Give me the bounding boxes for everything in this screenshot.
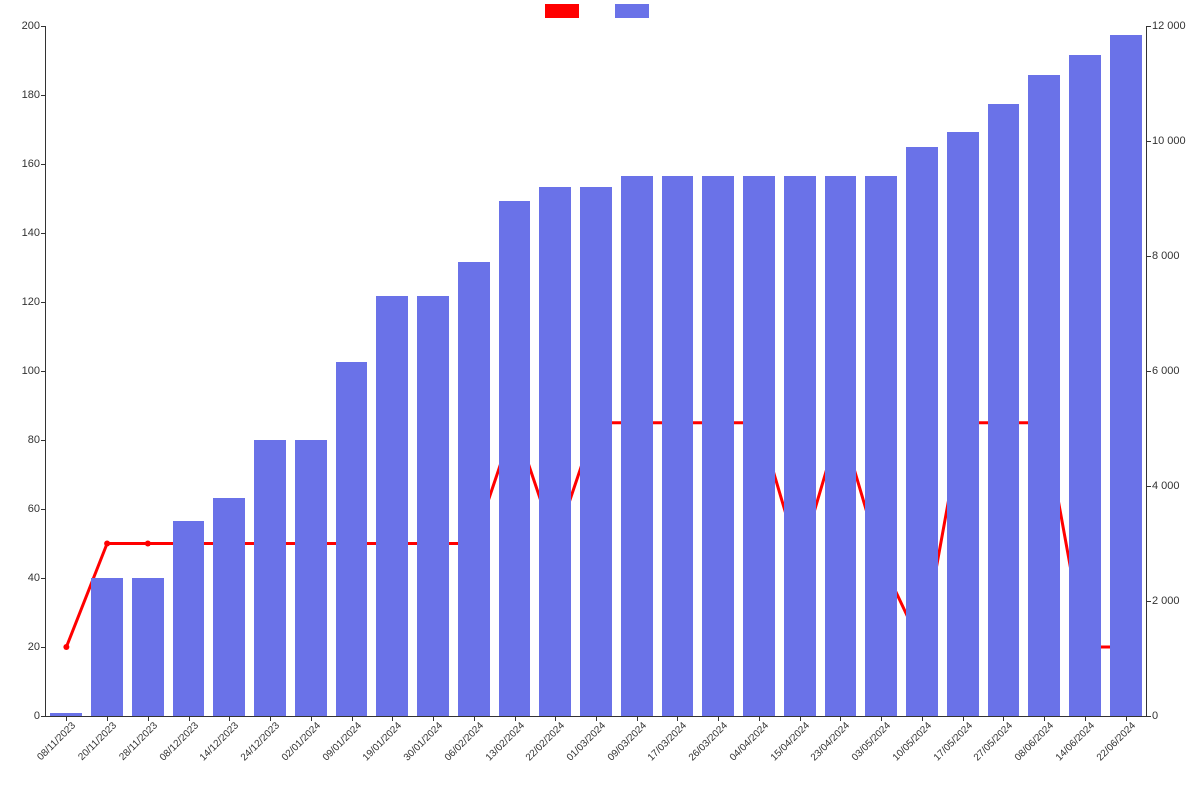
x-tick: 01/03/2024 [561,716,608,763]
x-tick: 26/03/2024 [683,716,730,763]
bar [213,498,245,717]
combo-chart: 02040608010012014016018020002 0004 0006 … [0,0,1200,800]
x-tick: 08/06/2024 [1009,716,1056,763]
x-tick: 27/05/2024 [968,716,1015,763]
bar [580,187,612,716]
y-right-tick: 2 000 [1146,595,1180,607]
bar [947,132,979,716]
bar [295,440,327,716]
bar [417,296,449,716]
bar [458,262,490,716]
bar [499,201,531,716]
y-right-tick: 8 000 [1146,250,1180,262]
bar [825,176,857,717]
x-tick: 03/05/2024 [846,716,893,763]
legend-item-bar [615,4,655,18]
x-tick: 08/11/2023 [31,716,78,763]
x-tick: 23/04/2024 [805,716,852,763]
bar [132,578,164,716]
x-tick: 04/04/2024 [724,716,771,763]
x-tick: 20/11/2023 [72,716,119,763]
bar [865,176,897,717]
bar [173,521,205,717]
y-right-tick: 6 000 [1146,365,1180,377]
x-tick: 17/05/2024 [927,716,974,763]
x-tick: 09/01/2024 [316,716,363,763]
bar [254,440,286,716]
x-tick: 14/12/2023 [194,716,241,763]
y-right-tick: 12 000 [1146,20,1186,32]
bar [743,176,775,717]
y-right-tick: 4 000 [1146,480,1180,492]
x-tick: 17/03/2024 [642,716,689,763]
y-right-tick: 10 000 [1146,135,1186,147]
legend-item-line [545,4,585,18]
x-tick: 19/01/2024 [357,716,404,763]
x-tick: 28/11/2023 [113,716,160,763]
bar [702,176,734,717]
x-tick: 06/02/2024 [438,716,485,763]
bar [988,104,1020,716]
bar [336,362,368,716]
bar [784,176,816,717]
line-marker [63,644,69,650]
line-marker [145,541,151,547]
x-tick: 13/02/2024 [479,716,526,763]
x-tick: 24/12/2023 [235,716,282,763]
bar [662,176,694,717]
line-marker [104,541,110,547]
x-tick: 10/05/2024 [887,716,934,763]
bar [621,176,653,717]
x-tick: 22/06/2024 [1090,716,1137,763]
plot-area: 02040608010012014016018020002 0004 0006 … [45,26,1147,717]
bar [91,578,123,716]
bar [376,296,408,716]
legend-swatch-bar [615,4,649,18]
x-tick: 15/04/2024 [764,716,811,763]
bar [1069,55,1101,716]
legend-swatch-line [545,4,579,18]
bar [539,187,571,716]
bar [1028,75,1060,716]
bar [1110,35,1142,716]
legend [0,4,1200,18]
x-tick: 22/02/2024 [520,716,567,763]
x-tick: 09/03/2024 [601,716,648,763]
x-tick: 14/06/2024 [1049,716,1096,763]
x-tick: 30/01/2024 [398,716,445,763]
bar [906,147,938,716]
x-tick: 08/12/2023 [153,716,200,763]
x-tick: 02/01/2024 [275,716,322,763]
